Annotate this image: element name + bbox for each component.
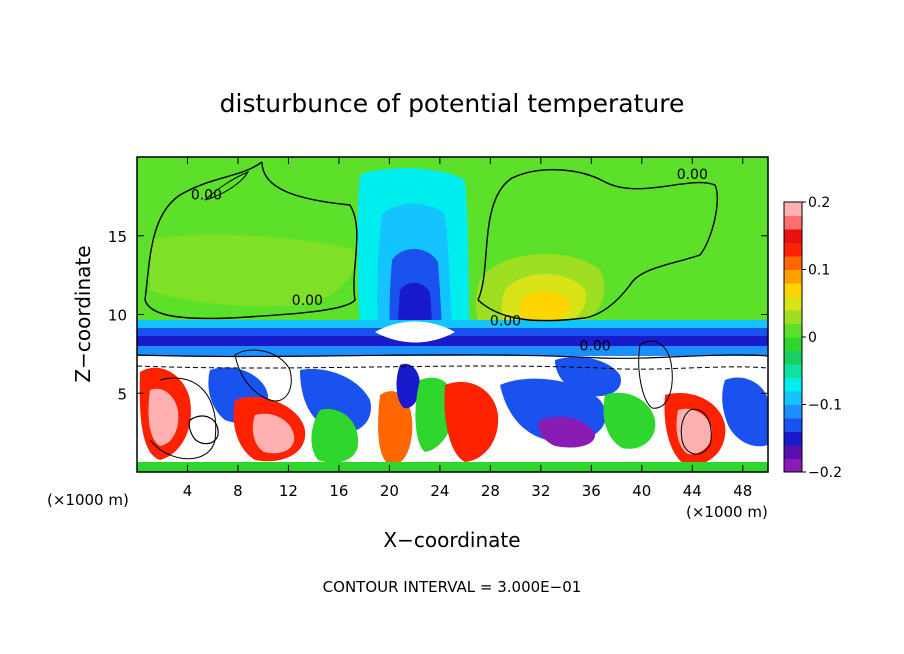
eddy-2 <box>148 388 179 446</box>
y-tick-label-1: 10 <box>108 307 127 325</box>
contour-label-1: 0.00 <box>292 293 323 309</box>
colorbar: 0.2 0.1 0 −0.1 −0.2 <box>783 195 842 481</box>
x-tick-label-6: 28 <box>481 482 500 500</box>
contour-zero-right <box>477 169 719 322</box>
x-tick-label-9: 40 <box>632 482 651 500</box>
contour-interval-note: CONTOUR INTERVAL = 3.000E−01 <box>323 578 582 596</box>
x-tick-label-7: 32 <box>531 482 550 500</box>
colorbar-segment-19 <box>784 202 802 216</box>
x-axis-label: X−coordinate <box>383 528 520 552</box>
colorbar-segment-16 <box>784 242 802 257</box>
colorbar-segment-12 <box>784 296 802 311</box>
contour-label-2: 0.00 <box>490 314 521 330</box>
x-tick-label-2: 12 <box>279 482 298 500</box>
eddy-11 <box>444 381 499 462</box>
colorbar-segment-2 <box>784 431 802 446</box>
eddy-17 <box>676 408 713 455</box>
colorbar-segment-3 <box>784 418 802 432</box>
colorbar-tick-label-2: 0 <box>808 330 817 346</box>
x-tick-label-1: 8 <box>233 482 243 500</box>
contour-zero-band <box>137 354 768 359</box>
contour-label-0: 0.00 <box>191 188 222 204</box>
y-tick-label-0: 5 <box>117 385 127 403</box>
contour-labels: 0.00 0.00 0.00 0.00 0.00 <box>191 167 708 355</box>
y-axis-label: Z−coordinate <box>71 245 95 382</box>
cold-column-core <box>398 282 432 330</box>
warm-lobe-core <box>520 291 570 324</box>
contour-label-3: 0.00 <box>580 339 611 355</box>
contour-eddy-1 <box>188 415 219 445</box>
colorbar-segment-4 <box>784 404 802 419</box>
x-tick-label-4: 20 <box>380 482 399 500</box>
contour-eddy-4 <box>638 340 673 409</box>
colorbar-segment-7 <box>784 364 802 378</box>
x-tick-label-11: 48 <box>733 482 752 500</box>
colorbar-tick-label-1: 0.1 <box>808 263 830 279</box>
x-unit-label: (×1000 m) <box>686 503 768 521</box>
contour-dashed-1 <box>137 365 768 370</box>
contour-label-4: 0.00 <box>677 167 708 183</box>
contour-eddy-3 <box>234 349 292 402</box>
y-unit-label: (×1000 m) <box>47 491 129 509</box>
colorbar-segment-0 <box>784 458 802 473</box>
colorbar-segment-11 <box>784 310 802 324</box>
colorbar-segment-9 <box>784 337 802 351</box>
y-tick-label-2: 15 <box>108 228 127 246</box>
colorbar-segment-14 <box>784 269 802 284</box>
colorbar-segment-1 <box>784 445 802 459</box>
x-tick-label-0: 4 <box>183 482 193 500</box>
colorbar-segment-15 <box>784 256 802 270</box>
eddy-18 <box>722 377 768 447</box>
upper-lobe-left <box>150 234 356 307</box>
x-tick-label-3: 16 <box>329 482 348 500</box>
colorbar-segment-10 <box>784 323 802 338</box>
colorbar-tick-label-4: −0.2 <box>808 465 842 481</box>
band-lower-blue <box>137 346 768 358</box>
eddy-7 <box>311 409 359 463</box>
colorbar-segment-17 <box>784 229 802 243</box>
band-center-lens <box>375 321 455 343</box>
contour-eddy-5 <box>680 408 712 455</box>
contour-eddy-2 <box>149 377 217 460</box>
colorbar-segment-5 <box>784 391 802 405</box>
eddy-5 <box>252 413 295 454</box>
band-darkblue <box>137 336 768 346</box>
x-tick-label-8: 36 <box>582 482 601 500</box>
bottom-green-strip <box>137 462 768 472</box>
colorbar-segment-6 <box>784 377 802 392</box>
colorbar-tick-label-3: −0.1 <box>808 398 842 414</box>
contour-upper-small <box>204 170 250 201</box>
colorbar-segment-8 <box>784 350 802 365</box>
eddy-15 <box>603 392 656 449</box>
eddy-8 <box>378 391 413 466</box>
colorbar-tick-label-0: 0.2 <box>808 195 830 211</box>
colorbar-segment-18 <box>784 215 802 230</box>
contour-zero-upper <box>144 161 358 320</box>
temperature-field <box>137 157 768 472</box>
eddy-9 <box>396 363 420 409</box>
colorbar-segment-13 <box>784 283 802 297</box>
chart-title: disturbunce of potential temperature <box>220 89 685 118</box>
eddy-13 <box>538 416 595 448</box>
x-tick-label-5: 24 <box>430 482 449 500</box>
x-tick-label-10: 44 <box>683 482 702 500</box>
